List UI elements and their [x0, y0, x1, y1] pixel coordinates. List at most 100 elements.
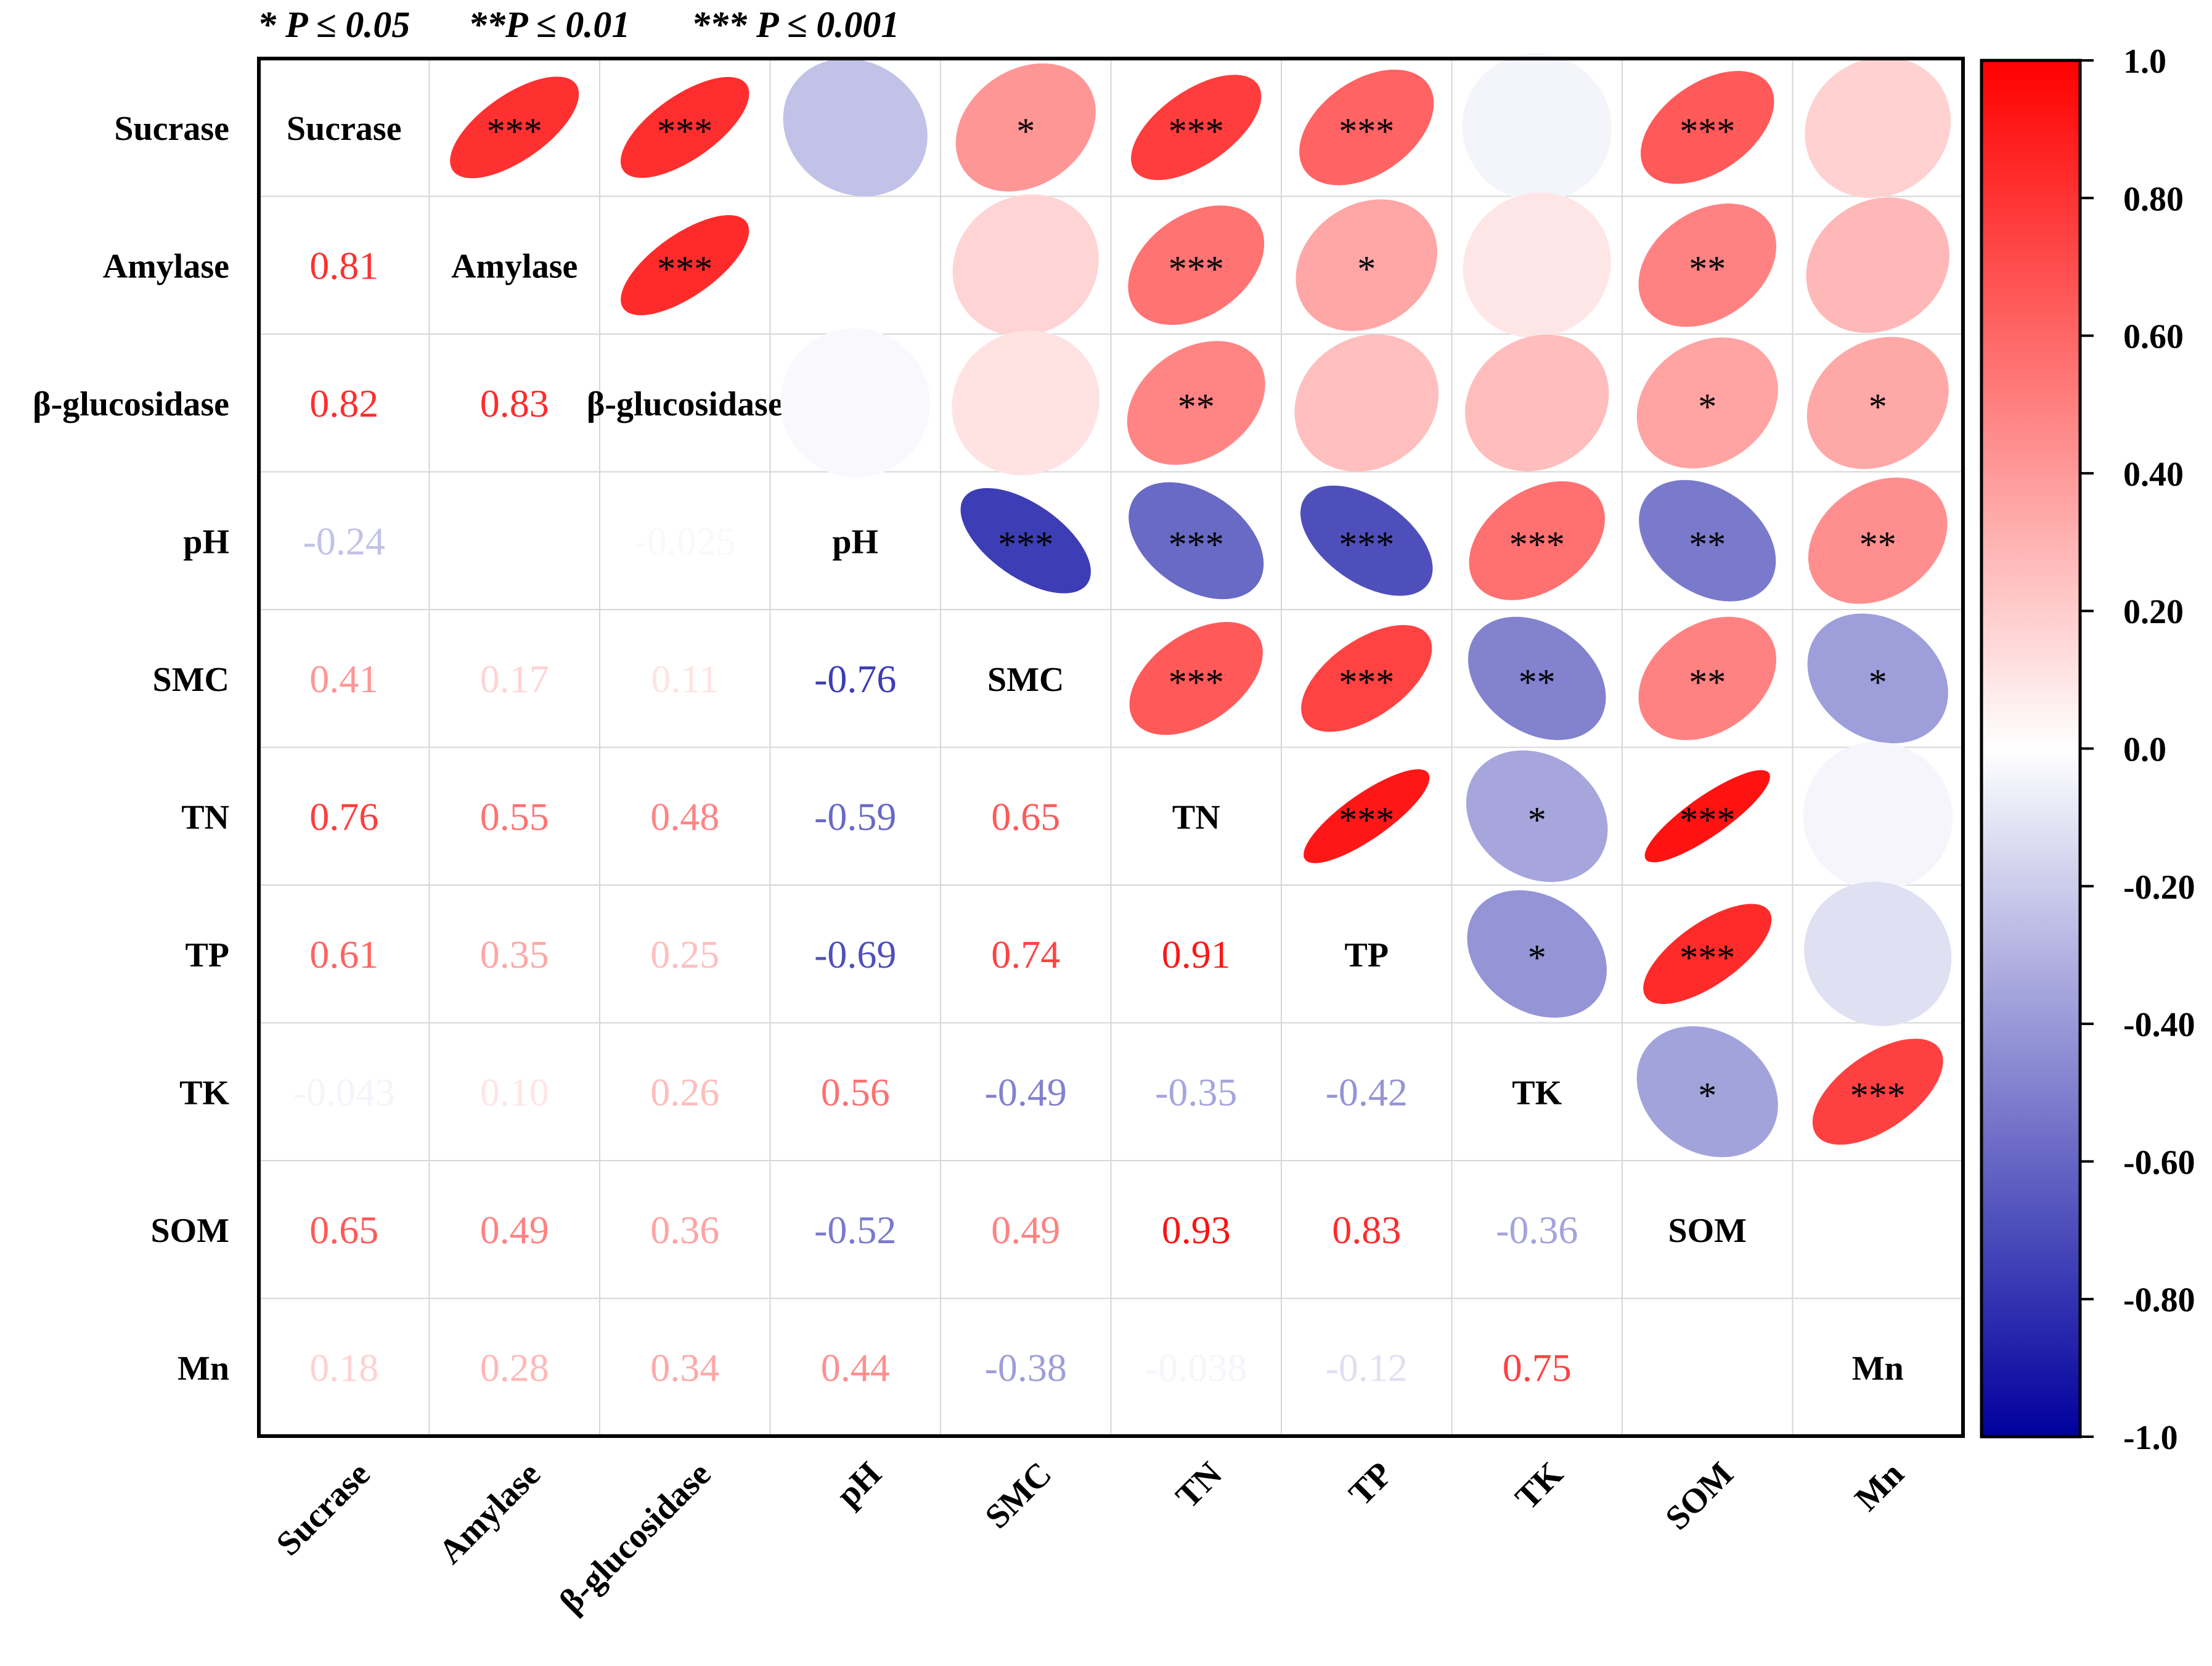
diagonal-label: Amylase: [451, 247, 577, 285]
correlation-value: 0.41: [309, 657, 378, 701]
correlation-value: -0.038: [1145, 1345, 1247, 1389]
significance-stars: ***: [1169, 111, 1224, 152]
correlation-ellipse: [450, 76, 579, 179]
correlation-ellipse: [1301, 625, 1432, 732]
significance-stars: *: [1357, 248, 1376, 289]
significance-stars: *: [1016, 111, 1035, 152]
correlation-ellipse: [1468, 616, 1606, 740]
correlation-ellipse: [1638, 203, 1776, 327]
correlation-ellipse: [1803, 741, 1953, 891]
diagonal-label: TP: [1344, 936, 1389, 974]
correlation-value: 0.35: [480, 933, 549, 976]
correlation-ellipse: [1465, 334, 1609, 472]
correlation-value: 0.17: [480, 657, 549, 701]
significance-stars: ***: [657, 111, 712, 152]
correlation-ellipse: [1129, 622, 1263, 735]
correlation-ellipse: [1294, 334, 1439, 472]
correlation-ellipse: [1638, 616, 1776, 740]
row-label: TN: [181, 798, 229, 836]
diagonal-label: SOM: [1668, 1212, 1747, 1250]
diagonal-label: Sucrase: [287, 110, 402, 148]
correlation-ellipse: [1804, 881, 1952, 1026]
significance-stars: ***: [657, 248, 712, 289]
correlation-value: 0.11: [651, 657, 719, 701]
significance-stars: *: [1528, 937, 1546, 978]
correlation-value: 0.36: [650, 1208, 719, 1252]
column-label: TK: [1508, 1455, 1570, 1517]
correlation-ellipse: [1641, 71, 1774, 184]
correlation-value: 0.10: [480, 1070, 549, 1114]
colorbar-tick-label: -0.60: [2123, 1143, 2195, 1182]
correlation-ellipse: [955, 63, 1096, 192]
significance-stars: *: [1869, 386, 1887, 427]
correlation-ellipse: [780, 328, 931, 478]
correlation-ellipse: [1466, 750, 1608, 882]
matrix-cells: Sucrase *** *** * *** *** ***0.81 Amylase *** ***…: [287, 53, 1953, 1389]
column-label: β-glucosidase: [552, 1455, 718, 1620]
significance-stars: ***: [1339, 662, 1394, 703]
correlation-value: 0.65: [309, 1208, 378, 1252]
diagonal-label: Mn: [1852, 1349, 1904, 1387]
correlation-ellipse: [1127, 341, 1265, 465]
column-label: TP: [1342, 1455, 1400, 1513]
row-label: TP: [185, 936, 229, 974]
significance-stars: ***: [1169, 524, 1224, 565]
correlation-value: -0.025: [634, 519, 736, 563]
correlation-ellipse: [1644, 770, 1770, 863]
correlation-value: -0.69: [814, 933, 896, 976]
correlation-value: 0.49: [991, 1208, 1060, 1252]
significance-stars: **: [1519, 662, 1556, 703]
significance-stars: ***: [1679, 937, 1735, 978]
correlation-value: -0.36: [1496, 1208, 1578, 1252]
significance-stars: **: [1178, 386, 1215, 427]
correlation-value: 0.83: [1332, 1208, 1401, 1252]
correlation-value: 0.61: [309, 933, 378, 976]
correlation-ellipse: [1462, 53, 1612, 202]
correlation-ellipse: [1128, 482, 1264, 600]
correlation-ellipse: [1806, 337, 1949, 469]
correlation-ellipse: [1469, 481, 1605, 600]
correlation-value: 0.91: [1162, 933, 1231, 976]
matrix-border: [257, 57, 1965, 1438]
significance-stars: ***: [1679, 799, 1735, 840]
correlation-ellipse: [1299, 69, 1434, 186]
correlation-ellipse: [1304, 769, 1430, 864]
correlation-value: 0.93: [1162, 1208, 1231, 1252]
correlation-ellipse: [952, 330, 1100, 476]
correlation-value: -0.043: [293, 1070, 395, 1114]
correlation-ellipse: [620, 76, 749, 178]
diagonal-label: TN: [1172, 798, 1220, 836]
correlation-ellipse: [1643, 904, 1772, 1004]
significance-stars: **: [1689, 248, 1726, 289]
significance-stars: ***: [1679, 111, 1735, 152]
correlation-value: 0.18: [309, 1345, 378, 1389]
correlation-ellipse: [1131, 75, 1262, 181]
significance-stars: **: [1689, 524, 1726, 565]
correlation-ellipse: [1812, 1039, 1943, 1145]
significance-stars: ***: [1169, 662, 1224, 703]
correlation-ellipse: [1636, 337, 1778, 468]
significance-stars: *: [1869, 662, 1887, 703]
diagonal-label: TK: [1512, 1074, 1562, 1112]
significance-stars: *: [1698, 1075, 1716, 1116]
correlation-ellipse: [1467, 890, 1607, 1018]
significance-stars: ***: [1850, 1075, 1906, 1116]
significance-stars: ***: [1339, 799, 1394, 840]
correlation-ellipse: [1463, 192, 1611, 338]
colorbar-tick-label: 0.60: [2123, 318, 2184, 356]
correlation-value: 0.75: [1503, 1345, 1572, 1389]
correlation-value: 0.25: [650, 933, 719, 976]
correlation-value: -0.52: [814, 1208, 896, 1252]
column-label: Sucrase: [269, 1455, 378, 1563]
correlation-ellipse: [1636, 1026, 1778, 1158]
row-label: Amylase: [103, 247, 229, 285]
correlation-value: 0.81: [309, 243, 378, 287]
diagonal-label: pH: [832, 523, 878, 561]
column-label: pH: [829, 1455, 889, 1514]
correlation-value: 0.83: [480, 382, 549, 425]
column-label: SMC: [978, 1455, 1059, 1536]
correlation-value: -0.35: [1155, 1070, 1237, 1114]
correlation-ellipse: [1296, 199, 1438, 331]
significance-stars: ***: [1339, 524, 1394, 565]
